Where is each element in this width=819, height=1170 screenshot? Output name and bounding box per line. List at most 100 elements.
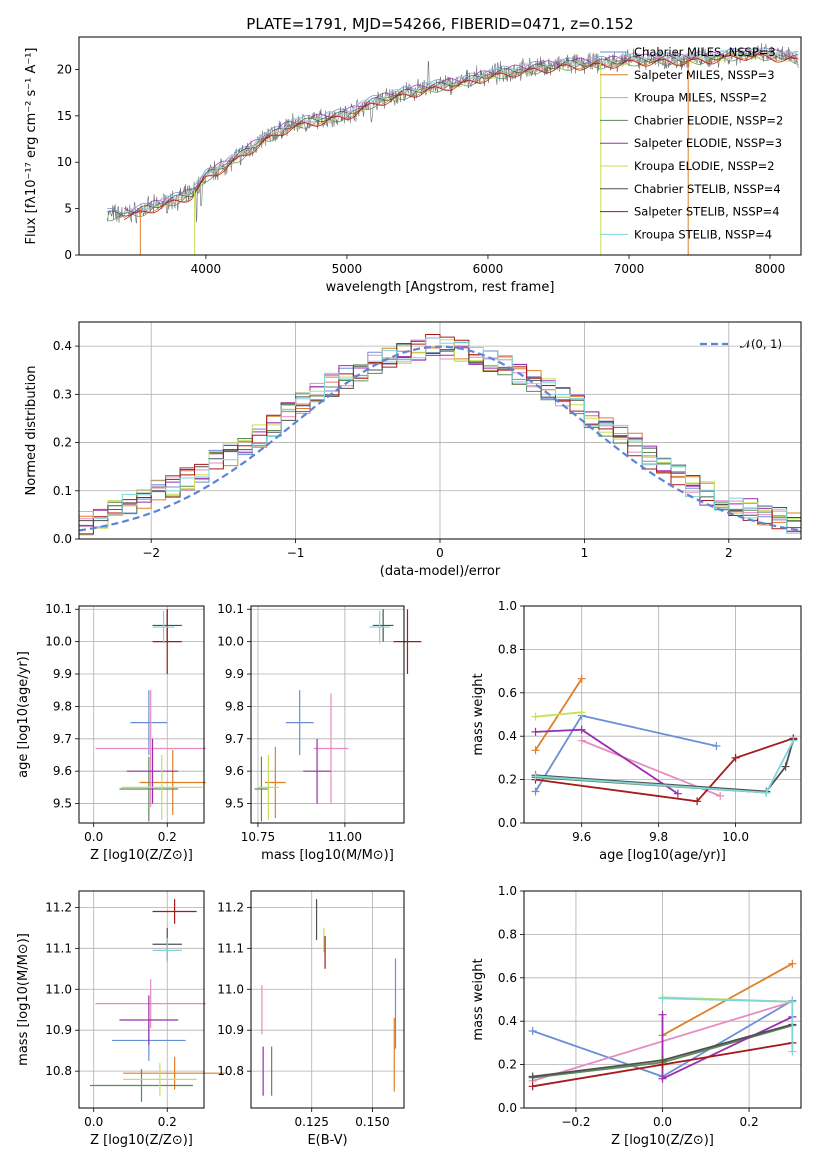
x-axis-label: age [log10(age/yr)]: [599, 848, 726, 863]
normal-curve: [78, 345, 802, 532]
model-spectrum-line: [123, 53, 799, 220]
axes-frame: [78, 605, 205, 824]
x-tick-label: 0.0: [84, 1115, 103, 1129]
mass-weight-marker: [712, 741, 721, 750]
y-tick-label: 9.6: [53, 764, 72, 778]
y-tick-label: 9.8: [225, 699, 244, 713]
mass-weight-marker: [528, 1082, 537, 1091]
y-tick-label: 10.8: [45, 1064, 72, 1078]
histogram-series: [79, 337, 801, 534]
y-tick-label: 1.0: [498, 599, 517, 613]
x-tick-label: 0: [436, 546, 444, 560]
model-spectrum-line: [107, 50, 799, 217]
mass-weight-marker: [673, 789, 682, 798]
y-tick-label: 0.2: [498, 1058, 517, 1072]
y-tick-label: 1.0: [498, 884, 517, 898]
histogram-series: [79, 334, 801, 535]
x-tick-label: −2: [142, 546, 160, 560]
mass-weight-marker: [577, 708, 586, 717]
mass-weight-marker: [788, 1047, 797, 1056]
mass-weight-marker: [716, 791, 725, 800]
mass-weight-marker: [762, 788, 771, 797]
mass-weight-marker: [531, 746, 540, 755]
y-tick-label: 10.1: [45, 602, 72, 616]
x-tick-label: 6000: [473, 262, 504, 276]
y-tick-label: 11.1: [45, 941, 72, 955]
x-axis-label: (data-model)/error: [380, 564, 501, 579]
y-tick-label: 11.2: [217, 900, 244, 914]
legend-label: Salpeter ELODIE, NSSP=3: [634, 136, 782, 150]
x-axis-label: wavelength [Angstrom, rest frame]: [326, 280, 555, 295]
x-axis-label: E(B-V): [307, 1133, 347, 1148]
y-axis-label: mass weight: [471, 673, 486, 755]
y-tick-label: 9.5: [53, 797, 72, 811]
model-spectrum-line: [140, 47, 799, 210]
mass-weight-marker: [528, 1026, 537, 1035]
mass-weight-line: [535, 739, 795, 793]
y-axis-label: mass [log10(M/M⊙)]: [16, 933, 31, 1066]
x-tick-label: 0.2: [740, 1115, 759, 1129]
histogram-series: [79, 345, 801, 533]
x-tick-label: 8000: [755, 262, 786, 276]
y-tick-label: 0.8: [498, 927, 517, 941]
mass-weight-line: [535, 711, 582, 718]
axes-frame: [523, 605, 802, 824]
y-tick-label: 10.0: [217, 635, 244, 649]
x-tick-label: 10.0: [722, 830, 749, 844]
x-tick-label: 7000: [614, 262, 645, 276]
mass-weight-marker: [788, 959, 797, 968]
x-tick-label: 5000: [332, 262, 363, 276]
x-axis-label: Z [log10(Z/Z⊙)]: [90, 848, 193, 863]
y-tick-label: 10.9: [45, 1023, 72, 1037]
x-tick-label: 11.00: [328, 830, 362, 844]
mass-weight-marker: [528, 1072, 537, 1081]
y-tick-label: 10.0: [45, 635, 72, 649]
x-tick-label: 0.0: [653, 1115, 672, 1129]
y-tick-label: 10.9: [217, 1023, 244, 1037]
y-tick-label: 9.5: [225, 797, 244, 811]
mass-weight-marker: [789, 736, 798, 745]
y-tick-label: 10: [57, 155, 72, 169]
legend-label: Kroupa MILES, NSSP=2: [634, 91, 767, 105]
x-tick-label: −0.2: [561, 1115, 590, 1129]
mass-weight-marker: [531, 727, 540, 736]
y-tick-label: 0.8: [498, 642, 517, 656]
y-tick-label: 10.1: [217, 602, 244, 616]
x-tick-label: 0.2: [158, 830, 177, 844]
mass-weight-marker: [731, 753, 740, 762]
mass-weight-marker: [577, 725, 586, 734]
x-tick-label: 2: [725, 546, 733, 560]
x-axis-label: Z [log10(Z/Z⊙)]: [90, 1133, 193, 1148]
y-tick-label: 9.7: [53, 732, 72, 746]
axes-frame: [523, 890, 802, 1109]
x-tick-label: 0.125: [295, 1115, 329, 1129]
y-tick-label: 11.2: [45, 900, 72, 914]
legend-label: Chabrier ELODIE, NSSP=2: [634, 113, 783, 127]
legend-label: Kroupa STELIB, NSSP=4: [634, 227, 772, 241]
x-tick-label: 4000: [191, 262, 222, 276]
legend-label: Kroupa ELODIE, NSSP=2: [634, 159, 775, 173]
mass-weight-marker: [658, 1074, 667, 1083]
y-tick-label: 0.3: [53, 387, 72, 401]
x-tick-label: 1: [581, 546, 589, 560]
legend-label: Salpeter STELIB, NSSP=4: [634, 205, 780, 219]
model-spectrum-line: [123, 47, 799, 214]
spectrum-panel: 4000 5000 6000 7000 8000 0 5 10 15 20 wavelength […: [24, 36, 802, 295]
y-axis-label: Normed distribution: [24, 366, 39, 496]
x-tick-label: 10.75: [241, 830, 275, 844]
y-tick-label: 11.0: [217, 982, 244, 996]
y-tick-label: 0.6: [498, 686, 517, 700]
y-tick-label: 9.7: [225, 732, 244, 746]
y-tick-label: 10.8: [217, 1064, 244, 1078]
mass-weight-marker: [693, 797, 702, 806]
axes-frame: [78, 321, 802, 540]
mass-vs-metallicity-panel: 0.0 0.2 10.8 10.9 11.0 11.1 11.2 Z [log10(Z/Z⊙)…: [16, 890, 227, 1148]
age-vs-metallicity-panel: 0.0 0.2 9.5 9.6 9.7 9.8 9.9 10.0 10.1 Z [log10(Z/…: [16, 602, 206, 863]
y-tick-label: 0.4: [498, 1014, 517, 1028]
axes-frame: [78, 36, 802, 256]
y-tick-label: 11.0: [45, 982, 72, 996]
y-tick-label: 0.4: [498, 729, 517, 743]
x-axis-label: Z [log10(Z/Z⊙)]: [611, 1133, 714, 1148]
mass-weight-marker: [531, 787, 540, 796]
